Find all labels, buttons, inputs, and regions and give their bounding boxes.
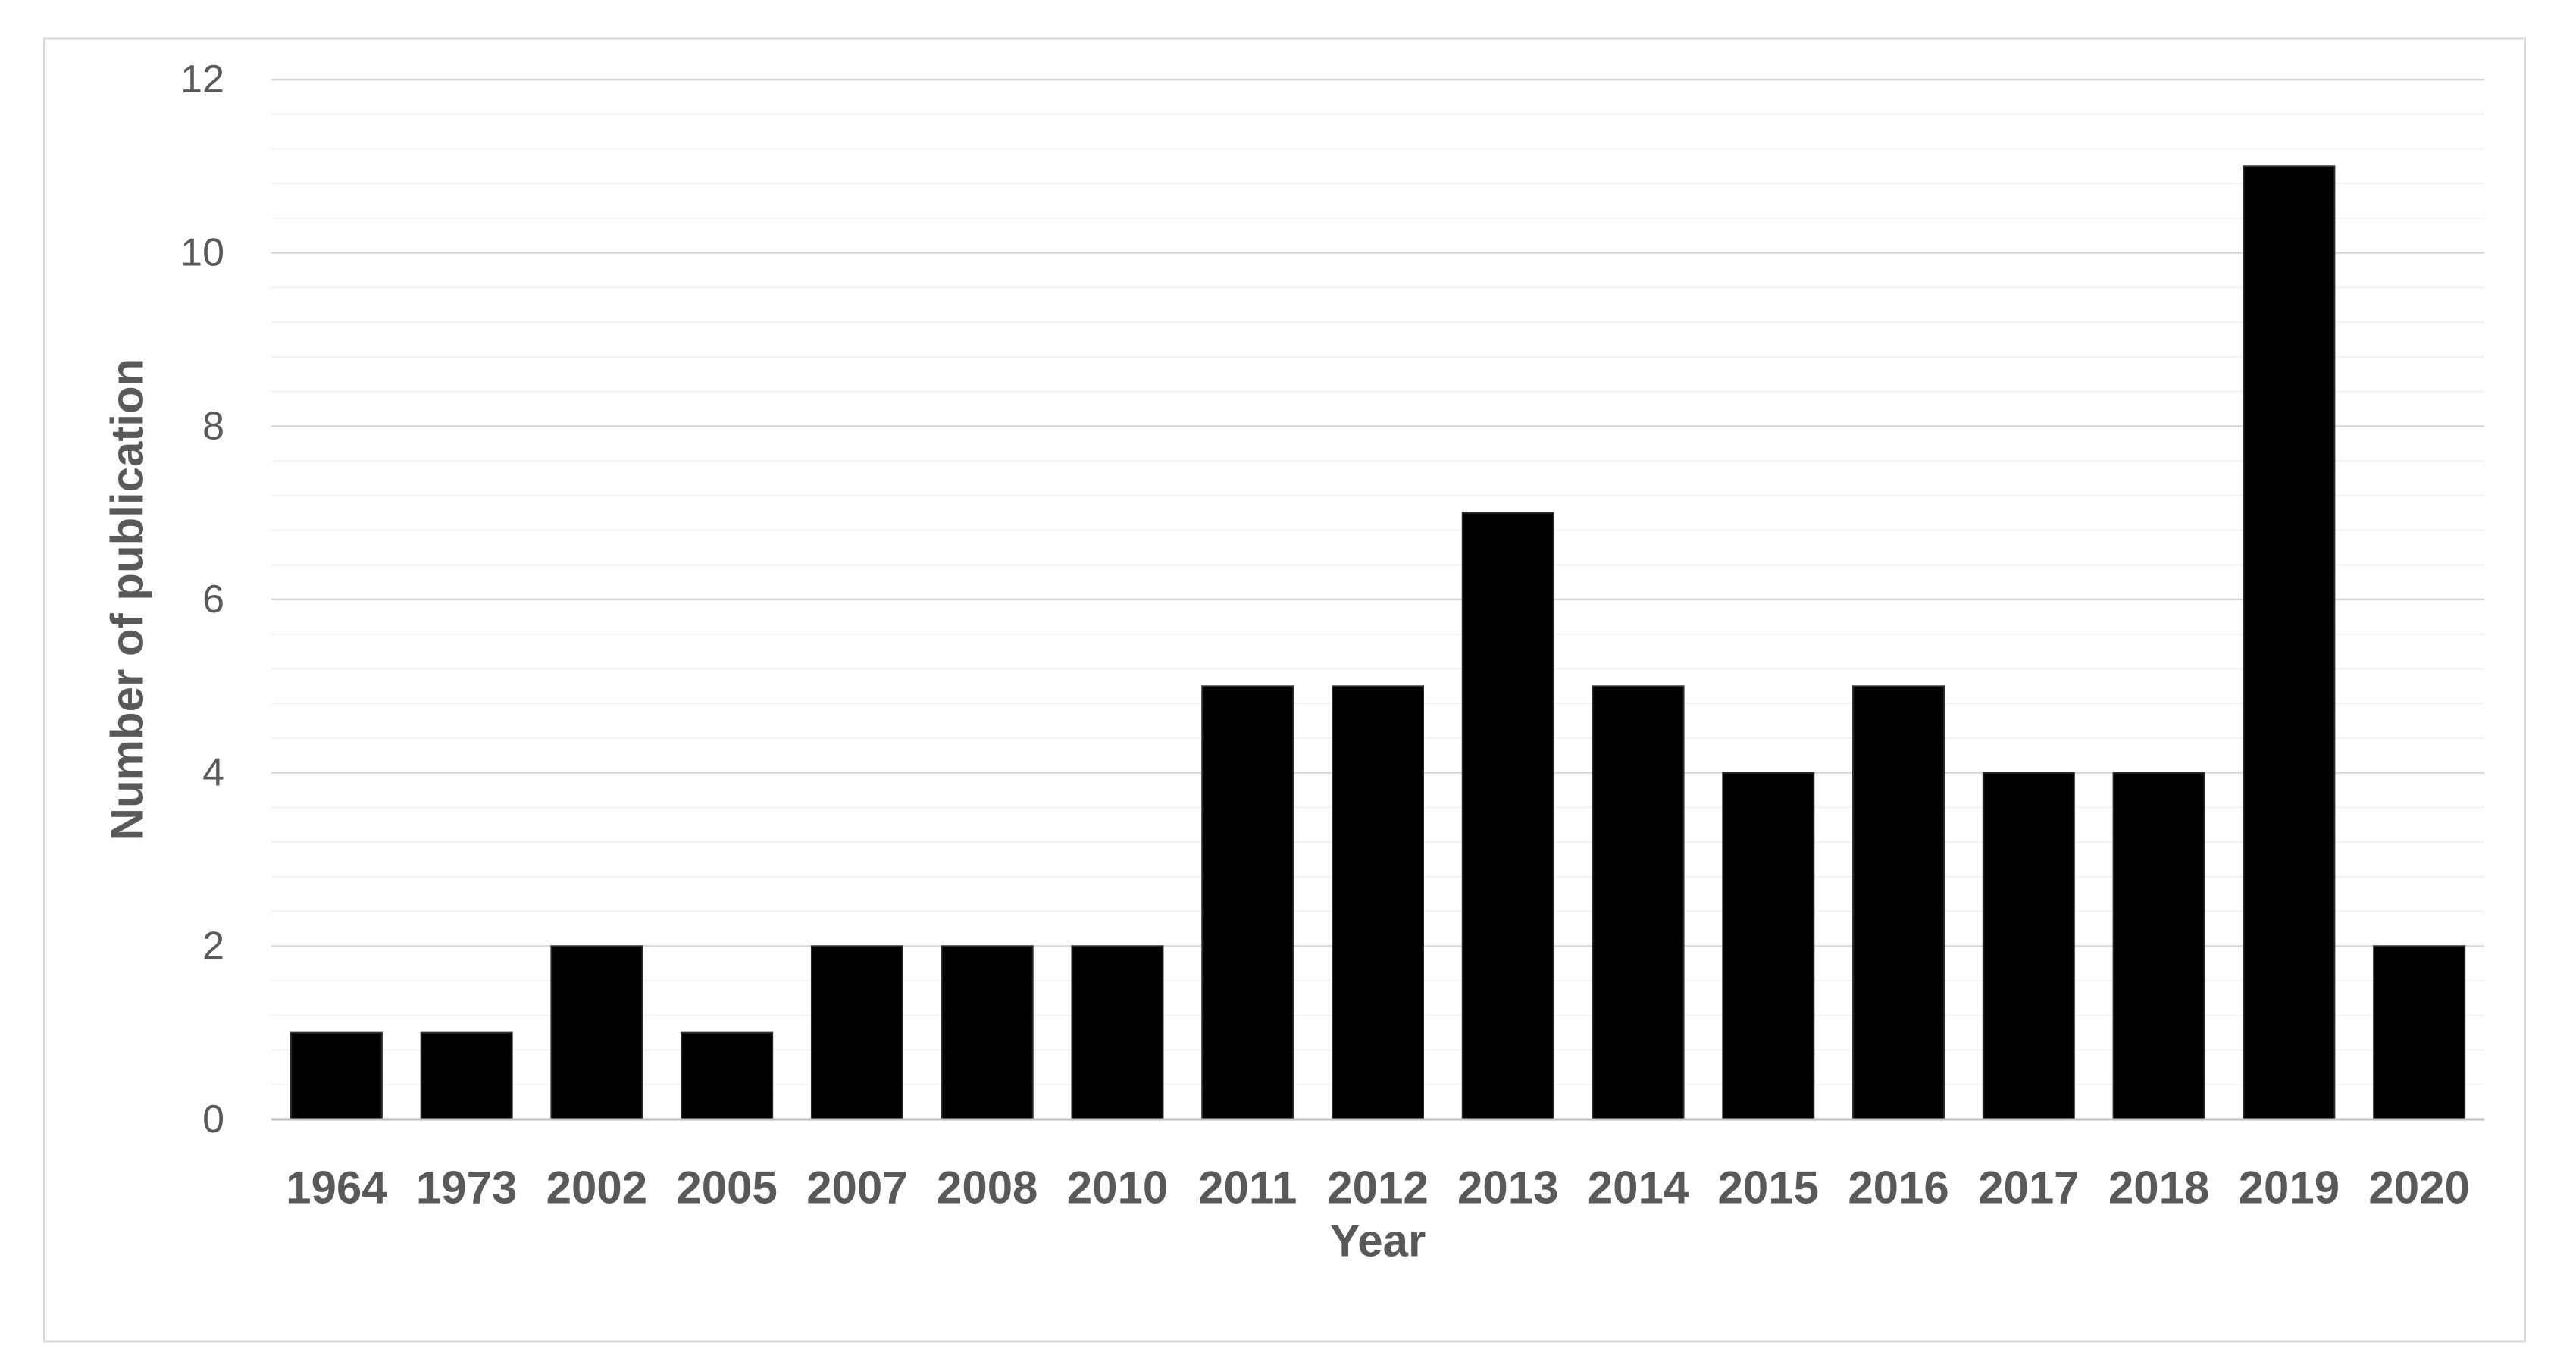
x-tick-label-2017: 2017 xyxy=(1978,1163,2079,1213)
x-tick-label-2011: 2011 xyxy=(1198,1163,1297,1213)
x-tick-label-2019: 2019 xyxy=(2239,1163,2340,1213)
y-tick-label-2: 2 xyxy=(202,924,224,968)
y-tick-label-0: 0 xyxy=(202,1097,224,1141)
y-axis-title: Number of publication xyxy=(102,358,153,841)
x-tick-label-1964: 1964 xyxy=(286,1163,387,1213)
y-tick-label-4: 4 xyxy=(202,751,224,795)
x-tick-label-2010: 2010 xyxy=(1067,1163,1168,1213)
x-tick-label-2008: 2008 xyxy=(937,1163,1038,1213)
bar-2017 xyxy=(1982,772,2075,1121)
bar-2002 xyxy=(550,945,643,1121)
bar-1973 xyxy=(420,1031,513,1120)
bar-2016 xyxy=(1852,685,1945,1120)
x-axis-title: Year xyxy=(1330,1216,1426,1266)
bar-2008 xyxy=(941,945,1034,1121)
x-tick-label-2002: 2002 xyxy=(546,1163,647,1213)
x-tick-label-2015: 2015 xyxy=(1718,1163,1819,1213)
x-tick-label-2013: 2013 xyxy=(1457,1163,1558,1213)
bar-2015 xyxy=(1722,772,1815,1121)
bar-2011 xyxy=(1201,685,1294,1120)
bar-1964 xyxy=(290,1031,383,1120)
y-tick-label-10: 10 xyxy=(180,231,224,275)
bar-2018 xyxy=(2112,772,2205,1121)
x-tick-label-2016: 2016 xyxy=(1848,1163,1948,1213)
bar-2005 xyxy=(681,1031,774,1120)
x-tick-label-2007: 2007 xyxy=(806,1163,907,1213)
x-tick-label-2005: 2005 xyxy=(676,1163,777,1213)
y-tick-label-8: 8 xyxy=(202,404,224,448)
bar-2007 xyxy=(810,945,903,1121)
bar-2020 xyxy=(2373,945,2466,1121)
bar-2019 xyxy=(2243,165,2336,1120)
x-tick-label-2018: 2018 xyxy=(2108,1163,2209,1213)
bar-2013 xyxy=(1461,512,1554,1120)
x-tick-label-1973: 1973 xyxy=(416,1163,517,1213)
bar-2014 xyxy=(1592,685,1685,1120)
x-tick-label-2012: 2012 xyxy=(1327,1163,1428,1213)
bar-2010 xyxy=(1071,945,1164,1121)
x-tick-label-2020: 2020 xyxy=(2368,1163,2469,1213)
y-tick-label-12: 12 xyxy=(180,58,224,102)
bar-2012 xyxy=(1332,685,1424,1120)
x-tick-label-2014: 2014 xyxy=(1588,1163,1689,1213)
y-tick-label-6: 6 xyxy=(202,578,224,621)
